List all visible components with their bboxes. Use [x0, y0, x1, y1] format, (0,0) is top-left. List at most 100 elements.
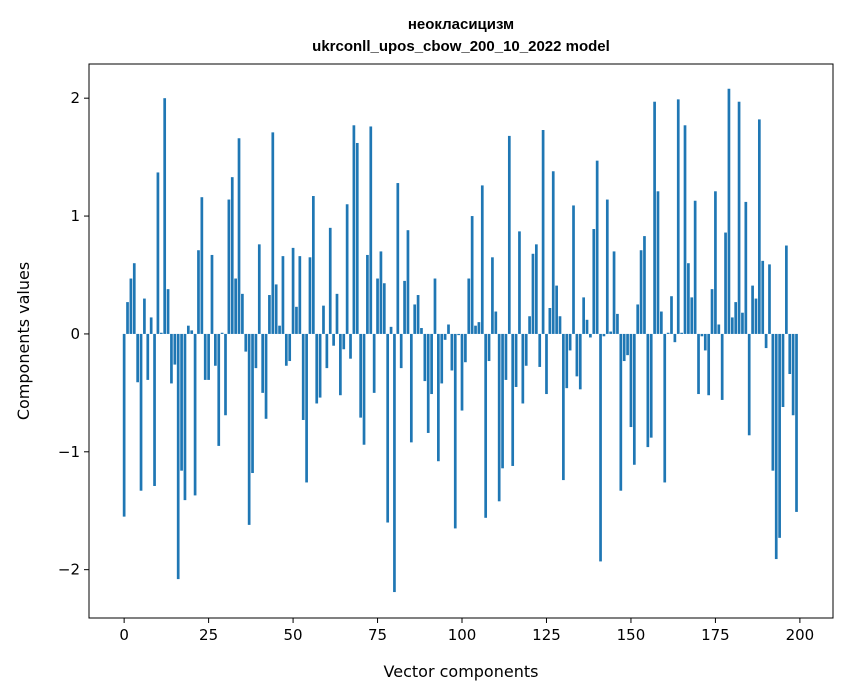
bar-170 — [697, 333, 700, 395]
bar-162 — [670, 296, 673, 334]
chart-title-line-1: неокласицизм — [408, 16, 514, 33]
bar-157 — [653, 101, 656, 334]
bar-35 — [241, 293, 244, 334]
bar-64 — [339, 333, 342, 396]
bar-163 — [673, 333, 677, 343]
bar-9 — [153, 333, 156, 486]
bar-56 — [311, 196, 315, 334]
bar-99 — [457, 333, 460, 336]
bar-65 — [342, 333, 346, 350]
bar-126 — [548, 307, 552, 334]
bar-123 — [538, 333, 542, 367]
bar-83 — [403, 280, 406, 334]
bar-41 — [261, 333, 265, 393]
bar-97 — [450, 333, 454, 371]
x-tick-label: 0 — [119, 626, 129, 644]
bar-87 — [416, 295, 420, 334]
bar-174 — [710, 289, 714, 334]
bar-161 — [666, 332, 670, 334]
y-tick-label: 0 — [70, 325, 80, 343]
bar-51 — [295, 306, 298, 334]
bar-19 — [186, 325, 190, 334]
bar-133 — [572, 205, 575, 334]
bar-81 — [396, 183, 400, 334]
bar-71 — [362, 333, 366, 445]
bar-2 — [129, 278, 133, 334]
bar-84 — [406, 230, 410, 334]
bar-198 — [791, 333, 795, 416]
bar-101 — [464, 333, 467, 363]
bar-131 — [565, 333, 569, 389]
bar-34 — [237, 138, 241, 334]
bar-144 — [609, 331, 613, 334]
bar-8 — [149, 317, 153, 334]
bar-156 — [649, 333, 653, 438]
bar-57 — [315, 333, 319, 404]
bar-23 — [200, 197, 204, 334]
bar-118 — [521, 333, 525, 404]
bar-184 — [744, 201, 748, 334]
bar-39 — [254, 333, 258, 369]
bar-32 — [230, 177, 234, 334]
bar-115 — [511, 333, 515, 466]
bar-155 — [646, 333, 650, 448]
bar-98 — [453, 333, 457, 529]
y-axis-label: Components values — [14, 262, 33, 420]
bar-194 — [778, 333, 781, 538]
bar-124 — [541, 130, 545, 334]
bar-125 — [545, 333, 548, 395]
bar-128 — [555, 285, 558, 334]
bar-88 — [420, 328, 423, 334]
x-tick-label: 100 — [448, 626, 477, 644]
bar-50 — [291, 247, 295, 334]
bar-187 — [754, 298, 758, 334]
bar-67 — [349, 333, 352, 359]
bar-54 — [305, 333, 308, 483]
bar-182 — [737, 101, 741, 334]
bar-112 — [501, 333, 504, 469]
y-tick-label: −1 — [58, 443, 80, 461]
bar-164 — [676, 99, 680, 334]
bar-95 — [443, 333, 447, 340]
bar-114 — [507, 135, 511, 334]
bar-12 — [163, 98, 167, 334]
bar-4 — [136, 333, 140, 383]
bar-37 — [247, 333, 251, 525]
bar-109 — [491, 257, 494, 334]
bar-169 — [693, 200, 697, 334]
bar-192 — [771, 333, 775, 471]
bar-10 — [156, 172, 160, 334]
bar-116 — [514, 333, 518, 387]
bar-151 — [632, 333, 636, 465]
bar-14 — [170, 333, 173, 384]
bar-3 — [132, 263, 136, 334]
x-tick-label: 50 — [284, 626, 303, 644]
bar-59 — [322, 305, 325, 334]
bar-38 — [251, 333, 254, 474]
bar-62 — [332, 333, 335, 346]
y-axis-ticks: −2 −1 0 1 2 — [58, 89, 89, 579]
x-tick-label: 200 — [786, 626, 815, 644]
bar-40 — [257, 244, 261, 334]
bar-139 — [592, 229, 596, 334]
bar-143 — [605, 199, 609, 334]
bar-21 — [193, 333, 197, 496]
bar-132 — [568, 333, 572, 351]
bar-72 — [366, 254, 369, 334]
bar-141 — [599, 333, 602, 562]
bar-150 — [629, 333, 633, 428]
bar-92 — [433, 278, 437, 334]
bar-120 — [528, 316, 531, 334]
bar-66 — [345, 204, 349, 334]
bar-27 — [214, 333, 217, 366]
y-tick-label: 1 — [70, 207, 80, 225]
bar-46 — [278, 325, 281, 334]
bar-42 — [264, 333, 268, 419]
bar-167 — [687, 263, 690, 334]
bar-185 — [747, 333, 751, 436]
bar-61 — [328, 227, 332, 334]
bar-89 — [423, 333, 427, 382]
bar-43 — [268, 295, 271, 334]
bar-147 — [619, 333, 623, 491]
